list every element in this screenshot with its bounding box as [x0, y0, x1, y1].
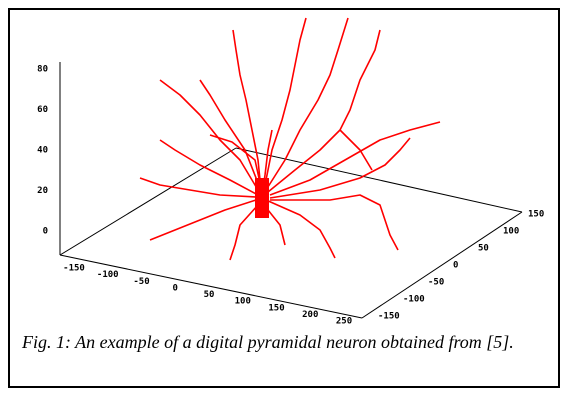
y-tick-label: 50	[478, 244, 489, 254]
page: 806040200-150-100-5005010015020025015010…	[0, 0, 572, 400]
y-tick-label: 150	[528, 210, 544, 220]
y-tick-label: 100	[503, 227, 519, 237]
z-tick-label: 0	[43, 227, 48, 237]
x-tick-label: -100	[97, 270, 119, 280]
z-tick-label: 60	[37, 105, 48, 115]
axes-box	[60, 62, 522, 318]
x-tick-label: 200	[302, 310, 318, 320]
y-tick-label: -150	[378, 312, 400, 322]
x-tick-label: 0	[173, 283, 178, 293]
x-tick-label: 50	[204, 290, 215, 300]
z-tick-label: 80	[37, 65, 48, 75]
x-tick-label: 100	[235, 297, 251, 307]
neuron	[140, 18, 440, 260]
neuron-soma	[255, 178, 269, 218]
y-tick-label: 0	[453, 261, 458, 271]
x-tick-label: -150	[63, 264, 85, 274]
y-tick-label: -100	[403, 295, 425, 305]
x-tick-label: 150	[268, 303, 284, 313]
x-tick-label: -50	[133, 277, 149, 287]
z-tick-label: 20	[37, 186, 48, 196]
y-tick-label: -50	[428, 278, 444, 288]
z-tick-label: 40	[37, 146, 48, 156]
figure-caption: Fig. 1: An example of a digital pyramida…	[22, 330, 542, 355]
x-tick-label: 250	[336, 317, 352, 327]
